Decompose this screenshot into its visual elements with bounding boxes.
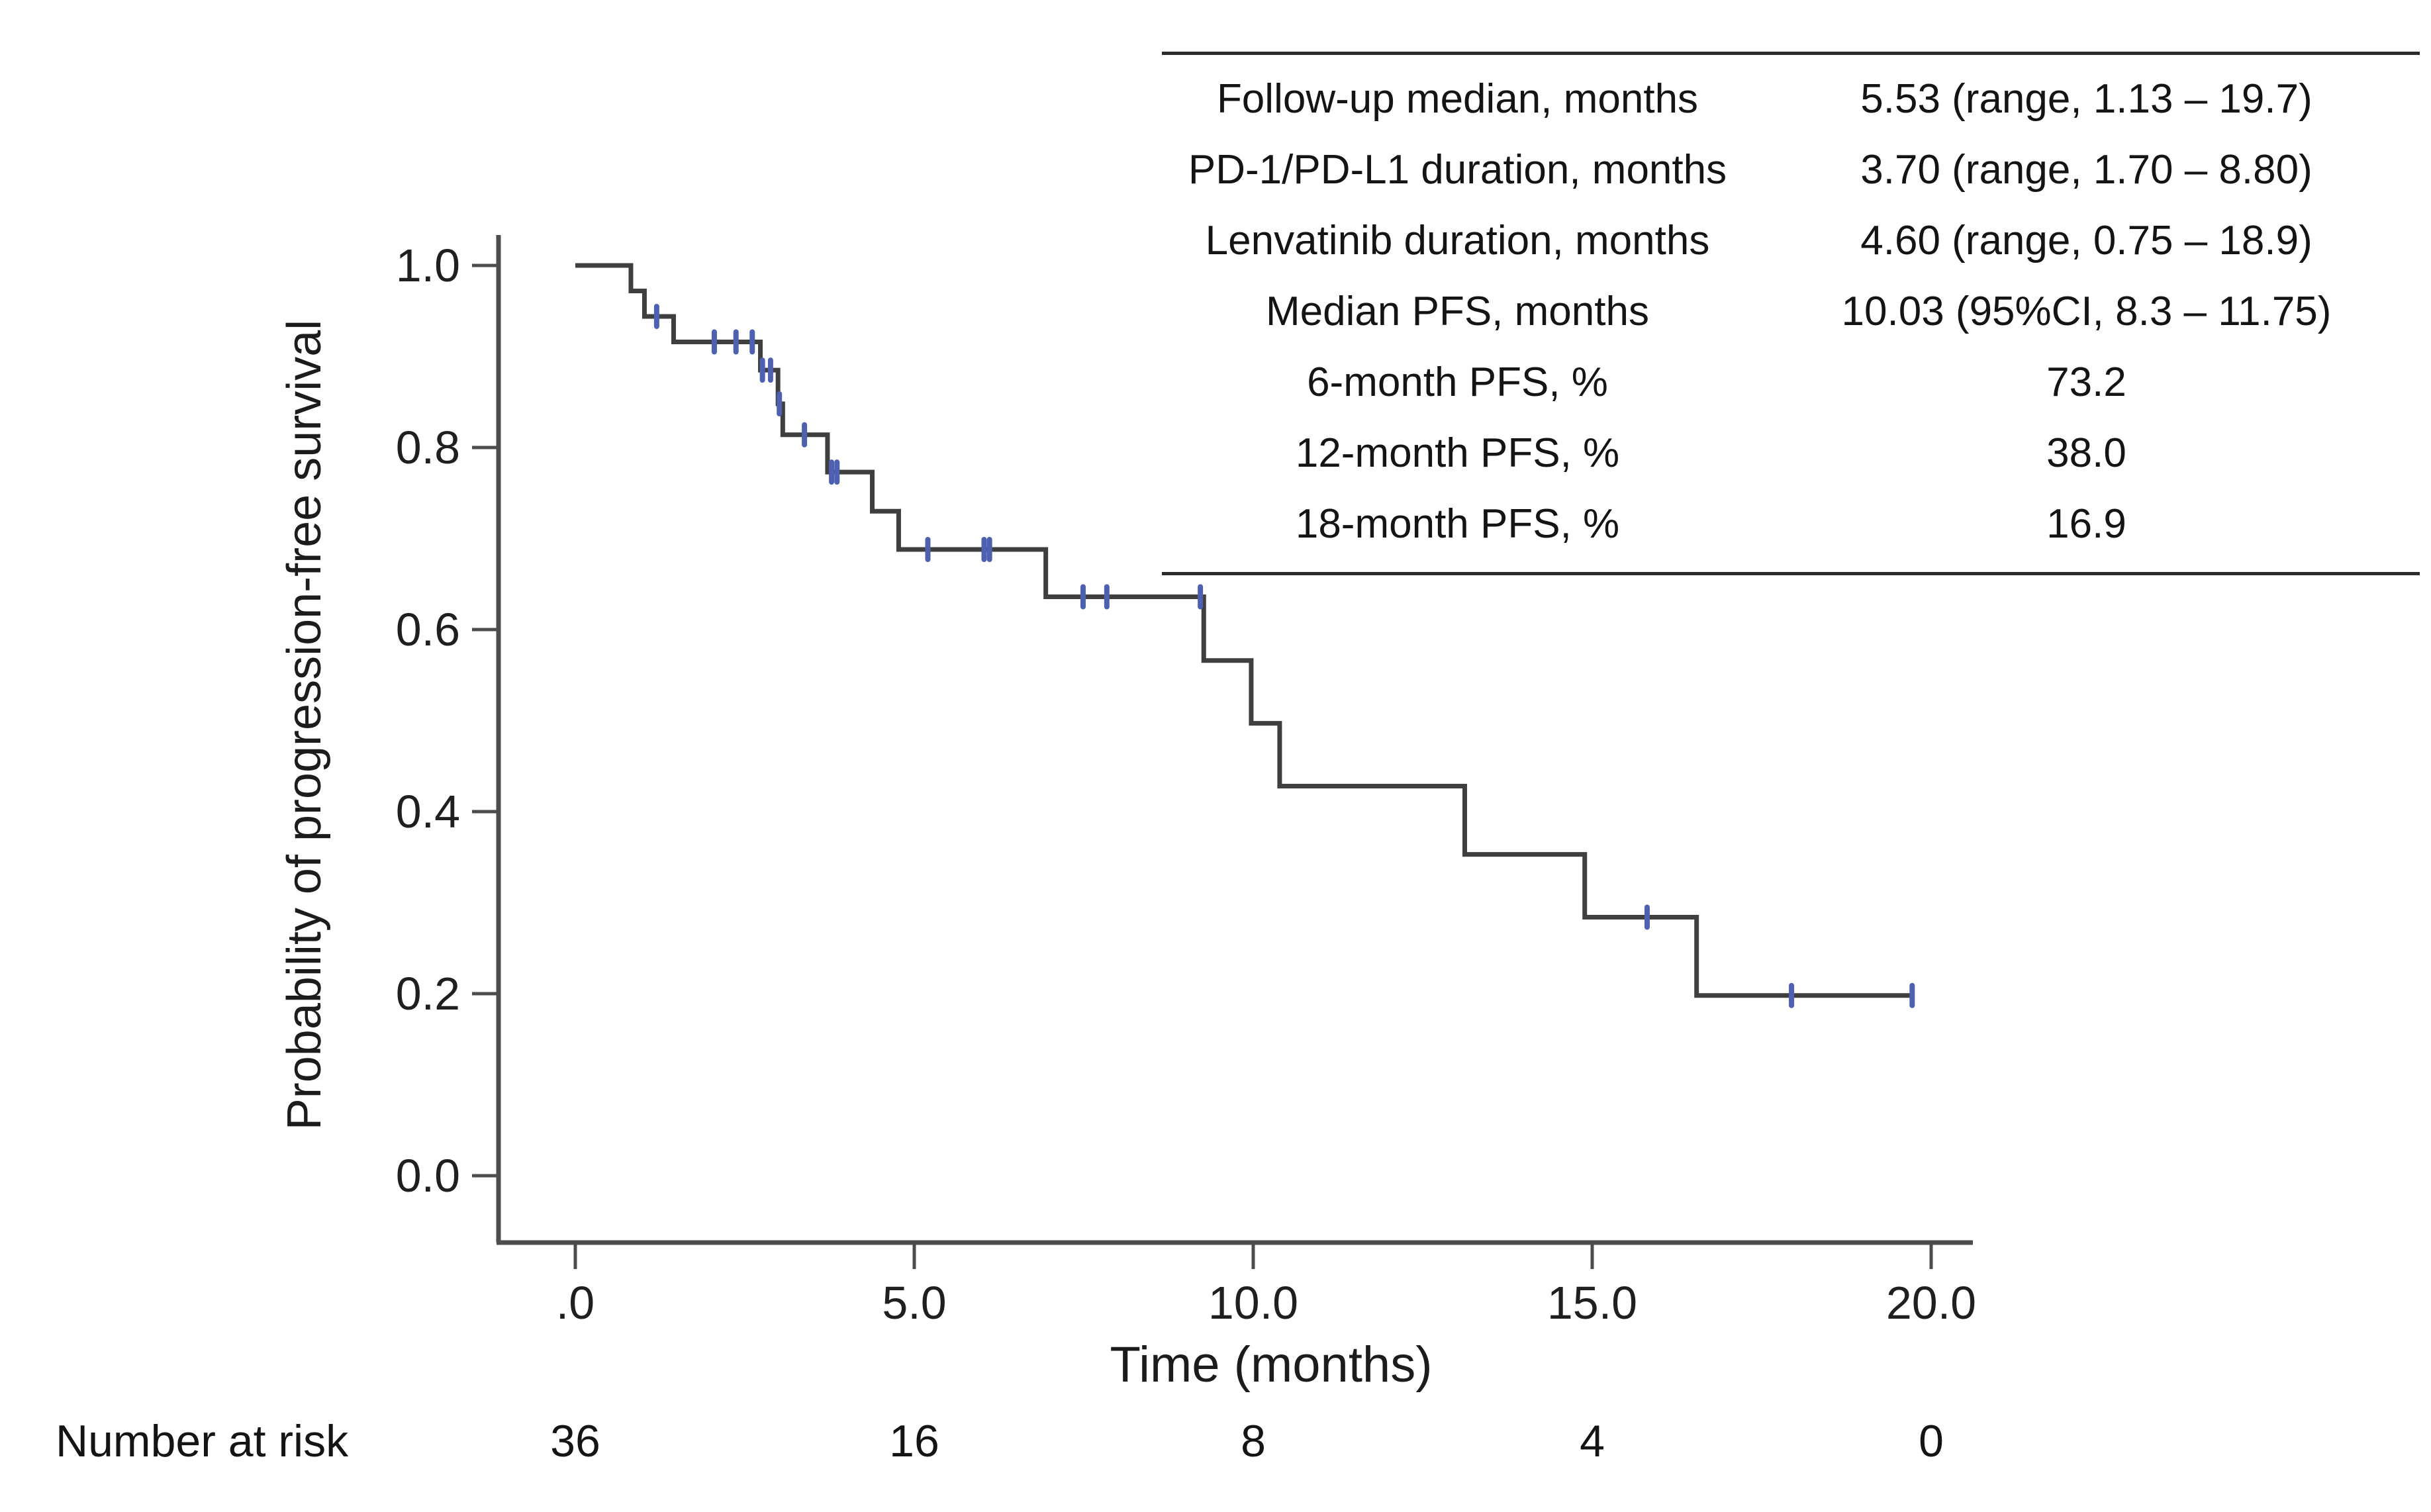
x-tick-label: 10.0	[1208, 1277, 1298, 1329]
stats-table-row: 6-month PFS, % 73.2	[1162, 348, 2420, 418]
stat-label: Lenvatinib duration, months	[1205, 218, 1710, 264]
stat-value: 10.03 (95%CI, 8.3 – 11.75)	[1841, 289, 2332, 335]
stat-label: 12-month PFS, %	[1295, 430, 1620, 477]
stats-table: Follow-up median, months 5.53 (range, 1.1…	[1162, 52, 2420, 575]
x-tick-label: 20.0	[1886, 1277, 1976, 1329]
number-at-risk-value: 36	[550, 1416, 600, 1466]
y-tick-label: 0.6	[396, 604, 460, 655]
x-axis-title: Time (months)	[1110, 1337, 1433, 1393]
stats-table-row: Median PFS, months 10.03 (95%CI, 8.3 – 11…	[1162, 277, 2420, 348]
stat-value: 16.9	[2046, 501, 2126, 547]
stat-label: Follow-up median, months	[1216, 76, 1699, 122]
number-at-risk-value: 0	[1919, 1416, 1944, 1466]
stat-value: 4.60 (range, 0.75 – 18.9)	[1860, 218, 2312, 264]
stat-label: PD-1/PD-L1 duration, months	[1188, 147, 1727, 193]
x-tick-label: 15.0	[1547, 1277, 1637, 1329]
y-tick-label: 0.8	[396, 422, 460, 473]
number-at-risk-value: 16	[889, 1416, 939, 1466]
number-at-risk-value: 4	[1580, 1416, 1605, 1466]
y-tick-label: 0.2	[396, 968, 460, 1019]
x-tick-label: 5.0	[882, 1277, 946, 1329]
stat-label: Median PFS, months	[1266, 289, 1649, 335]
stat-value: 38.0	[2046, 430, 2126, 477]
x-tick-label: .0	[556, 1277, 595, 1329]
y-axis-title: Probability of progression-free survival	[278, 319, 331, 1131]
number-at-risk-label: Number at risk	[56, 1416, 349, 1466]
y-tick-label: 0.0	[396, 1150, 460, 1202]
stat-value: 3.70 (range, 1.70 – 8.80)	[1860, 147, 2312, 193]
stats-table-row: 18-month PFS, % 16.9	[1162, 489, 2420, 560]
stat-value: 5.53 (range, 1.13 – 19.7)	[1860, 76, 2312, 122]
stat-value: 73.2	[2046, 359, 2126, 406]
y-tick-label: 1.0	[396, 240, 460, 291]
stats-table-row: Follow-up median, months 5.53 (range, 1.1…	[1162, 64, 2420, 135]
stat-label: 6-month PFS, %	[1307, 359, 1608, 406]
y-tick-label: 0.4	[396, 786, 460, 837]
stats-table-row: Lenvatinib duration, months 4.60 (range, …	[1162, 206, 2420, 277]
survival-curve	[575, 263, 1913, 998]
number-at-risk-value: 8	[1241, 1416, 1266, 1466]
stat-label: 18-month PFS, %	[1295, 501, 1620, 547]
stats-table-row: 12-month PFS, % 38.0	[1162, 418, 2420, 489]
stats-table-row: PD-1/PD-L1 duration, months 3.70 (range, …	[1162, 135, 2420, 206]
